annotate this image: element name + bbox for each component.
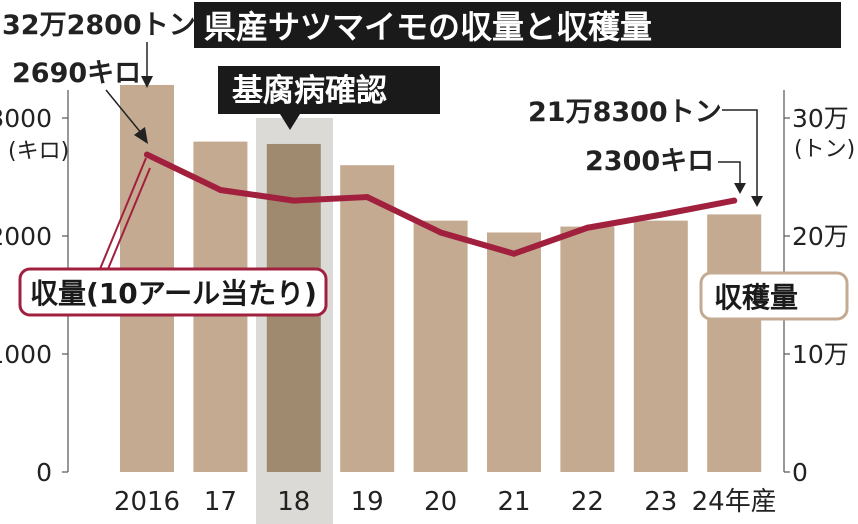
chart-title: 県産サツマイモの収量と収穫量 [204,8,652,46]
left-tick-label: 2000 [0,222,52,251]
yield-point [364,194,371,201]
highlight-pointer [280,114,300,130]
highlight-label-background [218,66,440,114]
line-legend-leader-1 [99,157,147,270]
yield-point [584,224,591,231]
left-tick-label: 0 [36,458,52,487]
line-legend-label: 収量(10アール当たり) [30,277,317,310]
x-tick-label: 17 [204,487,237,517]
last-harvest-arrowhead [751,196,763,207]
x-tick-label: 21 [497,487,530,517]
yield-point [290,197,297,204]
first-harvest-annotation: 32万2800トン [2,10,196,41]
bar [340,165,395,472]
bar [487,232,541,472]
x-tick-label: 2016 [114,487,180,517]
yield-point [437,229,444,236]
x-tick-label: 22 [571,487,604,517]
yield-point [657,211,664,218]
yield-point [217,186,224,193]
bar [413,220,468,472]
yield-point [144,151,150,158]
bar [707,214,762,472]
left-axis-unit: (キロ) [8,139,69,164]
first-yield-arrowhead [134,127,148,144]
last-yield-arrow [718,161,741,185]
yield-point [731,197,738,204]
bar [633,220,688,472]
x-tick-label: 24年産 [692,487,777,517]
title-background [194,2,841,48]
right-tick-label: 0 [792,458,808,487]
line-legend-box [18,267,328,317]
last-harvest-annotation: 21万8300トン [528,97,722,128]
bar-legend-box [699,271,849,321]
x-tick-label: 19 [351,487,384,517]
right-tick-label: 30万 [792,104,849,133]
line-legend-leader-2 [107,167,151,270]
yield-point [511,250,517,257]
left-tick-label: 3000 [0,104,52,133]
first-harvest-arrowhead [141,76,153,88]
last-harvest-arrow [722,109,758,198]
first-yield-annotation: 2690キロ [12,58,141,89]
bar-legend-label: 収穫量 [714,281,798,314]
right-tick-label: 10万 [792,340,849,369]
left-tick-label: 1000 [0,340,52,369]
first-yield-arrow [105,89,143,135]
x-tick-label: 20 [424,487,457,517]
x-tick-label: 18 [277,487,310,517]
x-tick-label: 23 [644,487,677,517]
right-axis-unit: (トン) [794,137,855,162]
bar [560,226,615,472]
right-tick-label: 20万 [792,222,849,251]
last-yield-annotation: 2300キロ [585,146,714,177]
highlight-label: 基腐病確認 [232,73,387,109]
last-yield-arrowhead [734,183,746,194]
